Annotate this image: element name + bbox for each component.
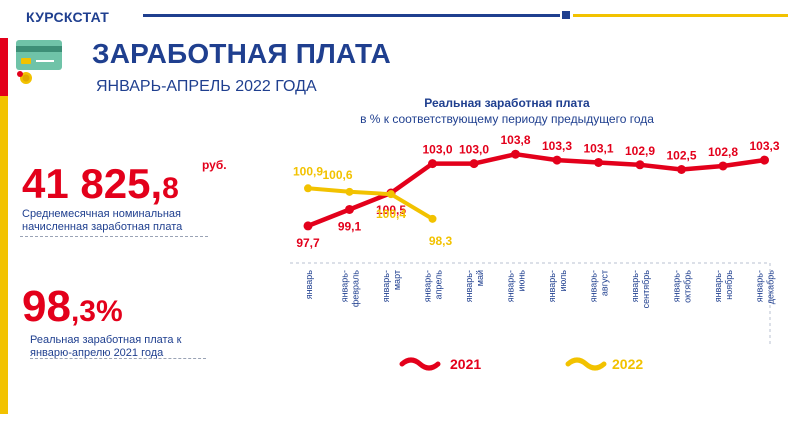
data-point-2022-4 (428, 214, 437, 223)
series-line-2022 (306, 186, 435, 221)
nominal-wage-unit: руб. (202, 158, 227, 172)
x-tick-text: январь- (672, 270, 682, 302)
data-label-2021-2: 99,1 (338, 219, 362, 233)
side-accent-yellow (0, 96, 8, 414)
x-tick-label-8: январь-август (589, 270, 610, 302)
x-tick-label-1: январь (304, 270, 314, 300)
x-tick-text: апрель (434, 270, 444, 300)
legend-label-2021: 2021 (450, 356, 481, 372)
data-label-2022-1: 100,9 (293, 164, 323, 178)
page-subtitle: ЯНВАРЬ-АПРЕЛЬ 2022 ГОДА (96, 78, 317, 95)
x-tick-label-4: январь-апрель (423, 270, 444, 303)
data-point-2021-2 (345, 204, 354, 214)
x-tick-label-7: январь-июль (547, 270, 568, 303)
header-rule-yellow (573, 14, 788, 17)
data-label-2021-6: 103,8 (500, 133, 530, 147)
legend-swatch-2021 (399, 357, 441, 371)
nominal-wage-decimal: 8 (162, 172, 179, 205)
x-tick-text: август (600, 270, 610, 296)
x-tick-text: январь- (713, 270, 723, 302)
x-tick-label-9: январь-сентябрь (630, 270, 651, 309)
header-rule-square (562, 11, 570, 19)
x-tick-text: май (475, 270, 485, 286)
divider (20, 236, 208, 237)
data-label-2021-9: 102,9 (625, 144, 655, 158)
data-point-2021-8 (594, 157, 603, 167)
data-point-2021-7 (552, 155, 562, 165)
x-tick-text: январь- (423, 270, 433, 302)
x-tick-text: январь- (755, 270, 765, 302)
data-label-2021-8: 103,1 (583, 141, 613, 155)
data-label-2021-11: 102,8 (708, 145, 738, 159)
x-tick-label-2: январь-февраль (340, 270, 361, 307)
data-label-2021-3: 100,5 (376, 203, 406, 217)
real-wage-integer: 98 (22, 282, 71, 331)
x-tick-text: октябрь (683, 270, 693, 303)
data-point-2021-6 (511, 149, 520, 159)
real-wage-caption: Реальная заработная плата к январю-апрел… (30, 334, 182, 359)
nominal-wage-integer: 41 825, (22, 160, 163, 207)
data-point-2021-11 (718, 161, 728, 171)
x-tick-text: январь- (506, 270, 516, 302)
data-point-2022-1 (304, 184, 312, 193)
real-wage-value: 98,3% (22, 282, 123, 332)
legend-label-2022: 2022 (612, 356, 643, 372)
data-label-2021-1: 97,7 (296, 236, 320, 250)
x-tick-label-6: январь-июнь (506, 270, 527, 303)
x-tick-text: январь- (381, 270, 391, 302)
divider (30, 358, 206, 359)
legend-swatch-2022 (565, 357, 607, 371)
data-point-2021-12 (760, 155, 769, 165)
nominal-wage-value: 41 825,8 руб. (22, 158, 227, 208)
wallet-card-icon (16, 40, 62, 84)
x-tick-label-11: январь-ноябрь (713, 270, 734, 303)
x-tick-text: март (392, 270, 402, 290)
x-tick-text: январь- (589, 270, 599, 302)
data-point-2021-5 (469, 159, 479, 169)
data-label-2021-10: 102,5 (666, 149, 696, 163)
data-point-2021-1 (303, 221, 313, 231)
chart-subtitle: в % к соответствующему периоду предыдуще… (360, 112, 654, 126)
x-tick-label-10: январь-октябрь (672, 270, 693, 303)
x-tick-text: июль (558, 270, 568, 292)
data-label-2021-5: 103,0 (459, 143, 489, 157)
x-tick-text: декабрь (766, 270, 776, 305)
data-label-2022-3: 100,4 (376, 207, 406, 221)
data-label-2022-4: 98,3 (429, 234, 453, 248)
x-tick-label-5: январь-май (464, 270, 485, 302)
data-label-2021-7: 103,3 (542, 139, 572, 153)
x-tick-label-12: январь-декабрь (755, 270, 776, 305)
brand-name: КУРСКСТАТ (26, 9, 110, 25)
chart-title: Реальная заработная плата (424, 96, 590, 110)
x-tick-text: ноябрь (724, 270, 734, 300)
x-tick-text: январь (304, 270, 314, 300)
data-point-2022-2 (345, 187, 354, 196)
page-title: ЗАРАБОТНАЯ ПЛАТА (92, 38, 391, 69)
header-rule-navy (143, 14, 560, 17)
x-tick-text: январь- (340, 270, 350, 302)
x-tick-label-3: январь-март (381, 270, 402, 302)
data-label-2021-12: 103,3 (749, 139, 779, 153)
side-accent-red (0, 38, 8, 96)
data-point-2022-3 (387, 190, 395, 199)
data-point-2021-9 (635, 160, 645, 170)
real-wage-decimal: ,3% (70, 295, 123, 328)
data-point-2021-10 (677, 165, 686, 174)
data-point-2021-4 (428, 159, 437, 169)
x-tick-text: январь- (630, 270, 640, 302)
x-tick-text: февраль (351, 270, 361, 307)
data-label-2022-2: 100,6 (322, 168, 352, 182)
x-tick-text: июнь (517, 270, 527, 292)
data-label-2021-4: 103,0 (422, 143, 452, 157)
nominal-wage-caption: Среднемесячная номинальная начисленная з… (22, 208, 183, 233)
x-tick-text: январь- (464, 270, 474, 302)
x-tick-text: сентябрь (641, 270, 651, 309)
x-tick-text: январь- (547, 270, 557, 302)
